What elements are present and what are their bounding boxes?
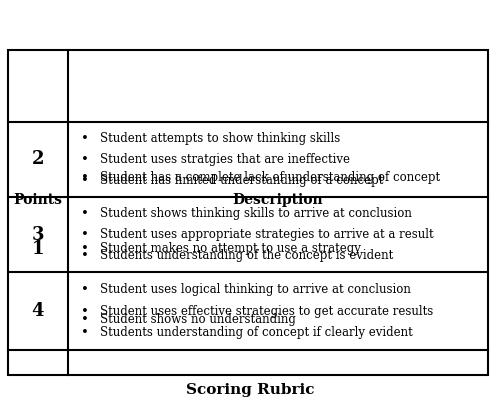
- Text: 4: 4: [32, 302, 44, 320]
- Text: Student attempts to show thinking skills: Student attempts to show thinking skills: [100, 132, 340, 145]
- Text: Student uses effective strategies to get accurate results: Student uses effective strategies to get…: [100, 305, 433, 318]
- Text: •: •: [81, 132, 89, 145]
- Text: Student has a complete lack of understanding of concept: Student has a complete lack of understan…: [100, 171, 440, 184]
- Text: 1: 1: [32, 240, 44, 258]
- Text: Student has limited understanding of a concept: Student has limited understanding of a c…: [100, 174, 384, 187]
- Text: Student shows thinking skills to arrive at conclusion: Student shows thinking skills to arrive …: [100, 207, 412, 220]
- Text: Student uses stratgies that are ineffective: Student uses stratgies that are ineffect…: [100, 153, 350, 166]
- Text: Student uses logical thinking to arrive at conclusion: Student uses logical thinking to arrive …: [100, 283, 411, 296]
- Text: Student shows no understanding: Student shows no understanding: [100, 313, 296, 326]
- Text: Students understanding of the concept is evident: Students understanding of the concept is…: [100, 249, 393, 262]
- Text: •: •: [81, 153, 89, 166]
- Text: 2: 2: [32, 150, 44, 169]
- Text: •: •: [81, 207, 89, 220]
- Text: Scoring Rubric: Scoring Rubric: [186, 383, 314, 397]
- Text: •: •: [81, 174, 89, 187]
- Text: •: •: [81, 305, 89, 318]
- Text: •: •: [81, 249, 89, 262]
- Text: Points: Points: [14, 193, 62, 207]
- Text: •: •: [81, 283, 89, 296]
- Bar: [8, 50, 488, 375]
- Text: Student makes no attempt to use a strategy: Student makes no attempt to use a strate…: [100, 242, 361, 255]
- Text: Students understanding of concept if clearly evident: Students understanding of concept if cle…: [100, 326, 413, 339]
- Text: Student uses appropriate strategies to arrive at a result: Student uses appropriate strategies to a…: [100, 228, 434, 241]
- Text: •: •: [81, 171, 89, 184]
- Text: 3: 3: [32, 226, 44, 243]
- Text: •: •: [81, 242, 89, 255]
- Text: Description: Description: [232, 193, 324, 207]
- Text: •: •: [81, 326, 89, 339]
- Text: •: •: [81, 313, 89, 326]
- Text: •: •: [81, 228, 89, 241]
